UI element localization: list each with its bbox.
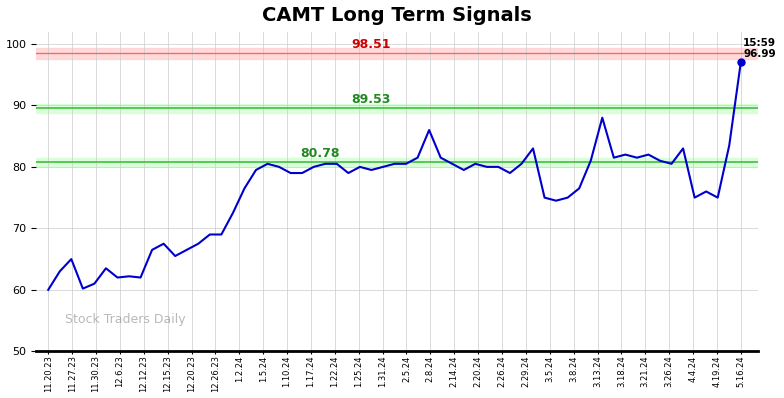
Title: CAMT Long Term Signals: CAMT Long Term Signals	[262, 6, 532, 25]
Text: 80.78: 80.78	[301, 146, 340, 160]
Text: 98.51: 98.51	[351, 38, 390, 51]
Text: Stock Traders Daily: Stock Traders Daily	[65, 313, 186, 326]
Bar	[36, 48, 757, 59]
Bar	[36, 104, 757, 113]
Text: 89.53: 89.53	[351, 93, 390, 106]
Text: 15:59
96.99: 15:59 96.99	[743, 38, 776, 59]
Bar	[36, 158, 757, 166]
